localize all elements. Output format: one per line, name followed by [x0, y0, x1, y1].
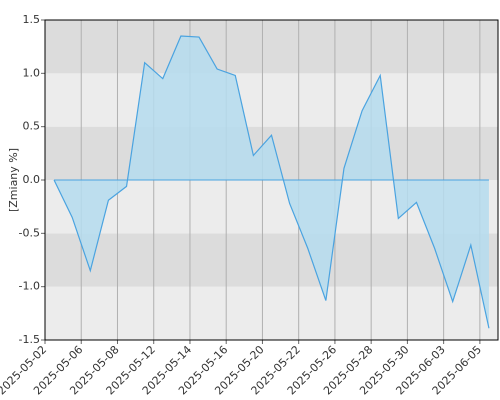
- plot-border: [44, 19, 499, 341]
- background-band: [45, 233, 498, 287]
- line: [53, 35, 490, 329]
- background-band: [45, 73, 498, 127]
- y-tick-label: -1.0: [19, 280, 40, 293]
- background-band: [45, 286, 498, 340]
- y-tick-label: -0.5: [19, 226, 40, 239]
- area: [54, 36, 489, 329]
- y-tick-label: 1.5: [23, 13, 41, 26]
- y-axis-label: [Zmiany %]: [7, 148, 20, 212]
- y-tick-label: -1.5: [19, 333, 40, 346]
- background-band: [45, 20, 498, 74]
- y-tick-label: 1.0: [23, 66, 41, 79]
- y-tick-label: 0.5: [23, 120, 41, 133]
- y-tick-label: 0.0: [23, 173, 41, 186]
